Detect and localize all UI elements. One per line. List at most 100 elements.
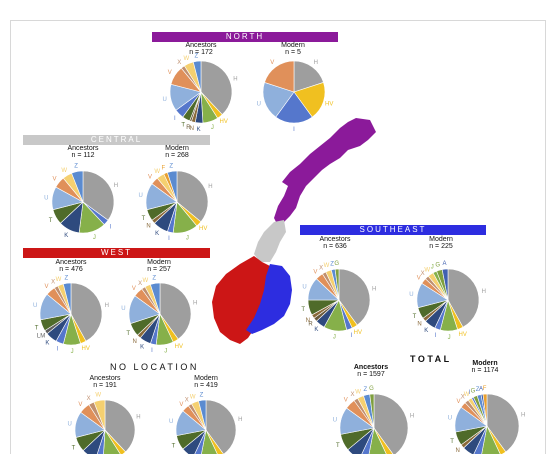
pie-slice-se_modern-A: [441, 268, 449, 301]
pie-label-west_modern-W: W: [142, 278, 148, 284]
pie-label-north_ancestors-K: K: [197, 127, 201, 133]
pie-label-total_ancestors-G: G: [369, 386, 374, 392]
pie-label-se_ancestors-V: V: [313, 269, 317, 275]
pie-label-central_modern-K: K: [155, 231, 159, 237]
pie-slice-north_modern-I: [275, 91, 313, 124]
pie-slice-noloc_ancestors-H: [104, 399, 136, 453]
west-modern-header: Modern n = 257: [136, 259, 182, 273]
pie-label-north_ancestors-W: W: [183, 56, 189, 62]
se-modern-header: Modern n = 225: [418, 236, 464, 250]
pie-label-noloc_modern-H: H: [238, 417, 242, 423]
pie-label-central_ancestors-U: U: [44, 195, 48, 201]
pie-label-se_ancestors-X: X: [319, 266, 323, 272]
pie-slice-central_ancestors-Z: [71, 170, 84, 203]
panel-title: Modern: [429, 236, 453, 243]
pie-label-west_ancestors-T: T: [35, 326, 39, 332]
pie-label-se_modern-J: J: [431, 265, 434, 271]
panel-title: Modern: [147, 259, 171, 266]
pie-slice-north_ancestors-H: [200, 60, 233, 116]
region-north: [274, 118, 376, 226]
pie-slice-total_modern-H: [486, 393, 520, 453]
pie-label-central_ancestors-I: I: [110, 224, 112, 230]
pie-label-total_ancestors-Z: Z: [363, 387, 367, 393]
pie-label-central_modern-U: U: [138, 193, 142, 199]
pie-label-west_modern-X: X: [138, 281, 142, 287]
noloc-ancestors-header: Ancestors n = 191: [82, 375, 128, 389]
north-banner: NORTH: [152, 32, 338, 42]
pie-label-central_modern-H: H: [208, 184, 212, 190]
pie-label-total_modern-Z: Z: [476, 387, 480, 393]
pie-label-total_ancestors-H: H: [410, 414, 414, 420]
panel-n: n = 191: [93, 382, 117, 389]
pie-label-north_ancestors-I: I: [174, 116, 176, 122]
pie-label-noloc_ancestors-V: V: [78, 402, 82, 408]
figure-frame: [10, 20, 546, 454]
pie-label-west_modern-H: H: [193, 301, 197, 307]
pie-label-north_modern-U: U: [257, 101, 261, 107]
west-banner: WEST: [23, 248, 210, 258]
pie-label-west_ancestors-LM: LM: [37, 334, 45, 340]
pie-label-west_modern-T: T: [126, 331, 130, 337]
pie-label-west_modern-K: K: [140, 344, 144, 350]
pie-label-central_ancestors-H: H: [114, 183, 118, 189]
panel-title: Ancestors: [319, 236, 351, 243]
pie-label-se_modern-W: W: [424, 267, 430, 273]
pie-label-north_modern-HV: HV: [325, 101, 333, 107]
pie-label-north_ancestors-T: T: [181, 122, 185, 128]
pie-label-total_modern-F: F: [483, 386, 487, 392]
pie-slice-noloc_modern-Z: [198, 399, 207, 431]
pie-label-central_ancestors-K: K: [64, 233, 68, 239]
pie-label-west_modern-N: N: [132, 339, 136, 345]
pie-slice-total_ancestors-I: [361, 427, 375, 454]
pie-slice-total_modern-F: [482, 393, 488, 427]
pie-label-se_ancestors-W: W: [324, 263, 330, 269]
panel-title: Ancestors: [89, 375, 121, 382]
pie-label-west_modern-HV: HV: [175, 344, 183, 350]
central-banner: CENTRAL: [23, 135, 210, 145]
pie-label-central_modern-T: T: [142, 216, 146, 222]
pie-label-se_ancestors-I: I: [351, 333, 353, 339]
panel-n: n = 5: [285, 49, 301, 56]
pie-label-west_ancestors-K: K: [45, 341, 49, 347]
pie-label-central_modern-Z: Z: [169, 163, 173, 169]
pie-label-west_modern-I: I: [151, 348, 153, 354]
central-ancestors-header: Ancestors n = 112: [60, 145, 106, 159]
pie-slice-total_ancestors-HV: [373, 427, 394, 454]
pie-label-noloc_modern-U: U: [169, 419, 173, 425]
pie-label-west_ancestors-H: H: [105, 303, 109, 309]
central-modern-header: Modern n = 268: [154, 145, 200, 159]
pie-label-total_ancestors-V: V: [344, 398, 348, 404]
north-modern-header: Modern n = 5: [270, 42, 316, 56]
pie-slice-west_ancestors-Z: [62, 282, 72, 315]
pie-label-north_ancestors-H: H: [233, 76, 237, 82]
pie-label-total_modern-G: G: [471, 389, 476, 395]
pie-slice-noloc_modern-J: [201, 429, 218, 454]
panel-n: n = 1174: [471, 367, 499, 374]
pie-label-se_ancestors-G: G: [334, 261, 339, 267]
pie-label-total_modern-I: I: [469, 390, 471, 396]
pie-label-central_modern-HV: HV: [199, 226, 207, 232]
pie-label-se_modern-G: G: [435, 262, 440, 268]
panel-title: Ancestors: [67, 145, 99, 152]
pie-label-north_modern-V: V: [270, 60, 274, 66]
southeast-banner: SOUTHEAST: [300, 225, 486, 235]
panel-n: n = 257: [147, 266, 171, 273]
pie-label-west_modern-U: U: [121, 306, 125, 312]
pie-label-central_modern-W: W: [154, 169, 160, 175]
pie-label-central_modern-J: J: [186, 236, 189, 242]
pie-slice-total_modern-I: [473, 425, 488, 454]
total-title: TOTAL: [410, 354, 452, 364]
pie-label-north_ancestors-U: U: [162, 97, 166, 103]
pie-label-central_ancestors-W: W: [61, 168, 67, 174]
pie-label-north_ancestors-Z: Z: [195, 53, 199, 59]
pie-label-total_modern-A: A: [479, 386, 483, 392]
pie-label-total_modern-V: V: [456, 399, 460, 405]
pie-label-total_ancestors-X: X: [351, 392, 355, 398]
pie-label-central_modern-V: V: [148, 175, 152, 181]
total-modern-header: Modern n = 1174: [462, 360, 508, 374]
pie-label-se_ancestors-J: J: [333, 335, 336, 341]
pie-slice-north_ancestors-Z: [192, 60, 202, 93]
pie-slice-total_ancestors-G: [369, 393, 375, 429]
